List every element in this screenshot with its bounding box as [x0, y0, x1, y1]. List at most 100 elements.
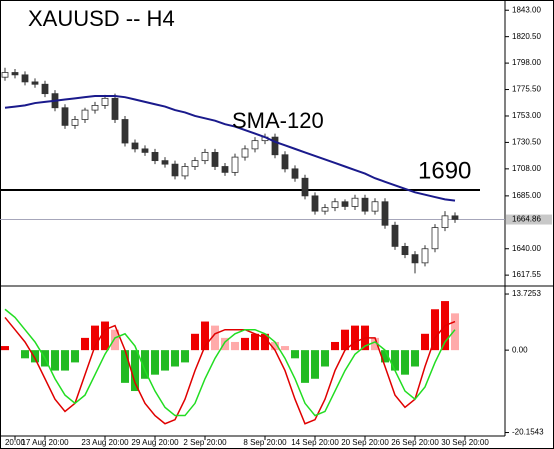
candle-body: [451, 215, 459, 220]
current-price-label: 1664.86: [512, 215, 541, 224]
y-tick-label: -20.1543: [512, 428, 544, 437]
candle-body: [1, 72, 9, 78]
histogram-bar: [191, 333, 199, 351]
histogram-bar: [51, 350, 59, 371]
histogram-bar: [221, 337, 229, 351]
histogram-bar: [391, 350, 399, 371]
candle-body: [211, 151, 219, 167]
y-tick-label: 1730.50: [512, 138, 541, 147]
histogram-bar: [341, 329, 349, 351]
candle-body: [391, 224, 399, 247]
histogram-bar: [71, 350, 79, 363]
candle-body: [101, 97, 109, 106]
x-tick-label: 20 Sep 20:00: [341, 438, 389, 447]
current-price-box: [506, 214, 552, 225]
histogram-bar: [371, 337, 379, 351]
histogram-bar: [421, 333, 429, 351]
candle-body: [191, 160, 199, 167]
histogram-bar: [231, 341, 239, 351]
histogram-bar: [311, 350, 319, 379]
histogram-bar: [61, 350, 69, 371]
histogram-bar: [101, 321, 109, 351]
y-tick-label: 1640.00: [512, 244, 541, 253]
y-tick-label: 1617.55: [512, 270, 541, 279]
histogram-bar: [161, 350, 169, 371]
histogram-bar: [271, 341, 279, 351]
sma-line: [4, 95, 456, 202]
candle-body: [61, 107, 69, 126]
candle-body: [341, 201, 349, 207]
histogram-bar: [111, 329, 119, 351]
candle-body: [371, 201, 379, 212]
candle-body: [71, 119, 79, 126]
histogram-bar: [301, 350, 309, 383]
x-tick-label: 30 Sep 20:00: [441, 438, 489, 447]
histogram-bar: [321, 350, 329, 367]
histogram-bar: [31, 350, 39, 363]
candle-body: [91, 105, 99, 111]
candle-body: [361, 197, 369, 212]
candle-body: [271, 136, 279, 156]
y-tick-label: 1685.00: [512, 191, 541, 200]
candle-body: [281, 154, 289, 170]
candle-body: [301, 177, 309, 197]
candle-body: [231, 156, 239, 173]
candle-body: [141, 148, 149, 153]
y-tick-label: 1798.00: [512, 58, 541, 67]
x-tick-label: 23 Aug 20:00: [81, 438, 129, 447]
candle-body: [251, 140, 259, 150]
candle-body: [161, 160, 169, 165]
histogram-bar: [431, 309, 439, 351]
y-tick-label: 1820.50: [512, 32, 541, 41]
candle-body: [181, 166, 189, 177]
candle-body: [421, 248, 429, 264]
sma-label: SMA-120: [232, 108, 324, 133]
candle-body: [131, 142, 139, 150]
histogram-bar: [351, 325, 359, 351]
x-tick-label: 29 Aug 20:00: [131, 438, 179, 447]
y-tick-label: 1753.00: [512, 111, 541, 120]
x-tick-label: 14 Sep 20:00: [291, 438, 339, 447]
candle-body: [41, 83, 49, 95]
y-tick-label: 1843.00: [512, 5, 541, 14]
x-tick-label: 20:00: [5, 438, 26, 447]
candle-body: [411, 254, 419, 264]
candle-body: [381, 201, 389, 226]
histogram-bar: [281, 346, 289, 351]
y-tick-label: 1708.00: [512, 164, 541, 173]
histogram-bar: [241, 337, 249, 351]
candle-body: [431, 227, 439, 250]
histogram-bar: [211, 325, 219, 351]
oscillator-line: [4, 308, 456, 417]
candle-body: [151, 151, 159, 162]
histogram-bar: [151, 350, 159, 375]
x-tick-label: 2 Sep 20:00: [183, 438, 227, 447]
histogram-bar: [141, 350, 149, 379]
histogram-bar: [291, 350, 299, 359]
candle-body: [321, 207, 329, 212]
histogram-bar: [381, 350, 389, 363]
histogram-bar: [451, 313, 459, 351]
candle-body: [441, 215, 449, 229]
candle-body: [221, 166, 229, 173]
histogram-bar: [401, 350, 409, 375]
histogram-bar: [81, 337, 89, 351]
histogram-bar: [181, 350, 189, 363]
x-tick-label: 26 Sep 20:00: [391, 438, 439, 447]
histogram-bar: [21, 350, 29, 359]
histogram-bar: [411, 350, 419, 367]
histogram-bar: [1, 346, 9, 351]
level-label: 1690: [418, 157, 471, 184]
y-tick-label: 1775.50: [512, 85, 541, 94]
candle-body: [31, 81, 39, 85]
histogram-bar: [251, 333, 259, 351]
candle-body: [311, 195, 319, 212]
histogram-bar: [131, 350, 139, 392]
histogram-bar: [261, 333, 269, 351]
candle-body: [401, 245, 409, 256]
candle-body: [291, 168, 299, 179]
y-tick-label: 13.7253: [512, 289, 541, 298]
histogram-bar: [171, 350, 179, 367]
